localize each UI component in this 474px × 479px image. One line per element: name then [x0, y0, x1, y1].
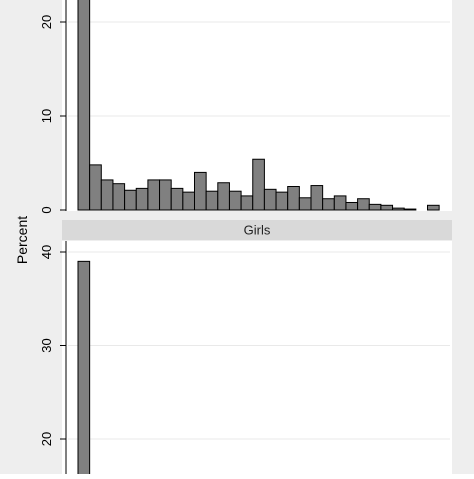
- upper-bar: [263, 188, 277, 211]
- upper-bar: [112, 183, 126, 211]
- upper-bar: [427, 204, 440, 211]
- upper-bars: [77, 0, 440, 211]
- lower-tick-label: 30: [39, 338, 54, 352]
- y-axis-title: Percent: [14, 216, 30, 264]
- upper-bar: [275, 191, 289, 211]
- upper-bar: [252, 158, 265, 211]
- upper-bar: [205, 190, 219, 211]
- upper-bar: [322, 198, 335, 211]
- girls-strip-label: Girls: [244, 223, 271, 238]
- upper-panel: 0 10 20: [39, 0, 452, 214]
- upper-bar: [194, 171, 207, 211]
- upper-tick-label: 0: [39, 206, 54, 213]
- upper-bar: [77, 0, 91, 211]
- upper-bar: [89, 164, 102, 211]
- upper-tick-label: 10: [39, 109, 54, 123]
- upper-bar: [333, 195, 347, 211]
- lower-bar: [77, 260, 91, 477]
- lower-tick-label: 20: [39, 432, 54, 446]
- upper-bar: [159, 179, 172, 211]
- upper-bar: [135, 187, 149, 211]
- upper-bar: [124, 189, 137, 211]
- upper-bar: [403, 208, 417, 211]
- upper-bar: [100, 179, 114, 211]
- upper-tick-label: 20: [39, 15, 54, 29]
- upper-bar: [182, 191, 196, 211]
- lower-panel: 20 30 40: [39, 241, 452, 477]
- upper-bar: [310, 185, 324, 211]
- lower-tick-label: 40: [39, 245, 54, 259]
- upper-gridlines: [68, 21, 450, 117]
- upper-bar: [345, 201, 359, 211]
- upper-bar: [392, 207, 405, 211]
- upper-bar: [240, 195, 254, 211]
- upper-bar: [368, 203, 382, 211]
- lower-y-ticks: 20 30 40: [39, 245, 66, 446]
- upper-bar: [217, 182, 230, 211]
- upper-bar: [298, 197, 312, 211]
- girls-strip: [62, 220, 452, 240]
- right-margin-background: [452, 0, 474, 474]
- upper-bar: [357, 198, 370, 211]
- left-margin-background: [0, 0, 62, 474]
- upper-bar: [228, 190, 242, 211]
- upper-bar: [147, 179, 161, 211]
- upper-bar: [380, 204, 394, 211]
- lower-bars: [77, 260, 91, 477]
- upper-bar: [170, 187, 184, 211]
- upper-bar: [287, 186, 300, 211]
- lower-gridlines: [68, 251, 450, 440]
- upper-y-ticks: 0 10 20: [39, 15, 66, 214]
- lower-plot-area: [62, 241, 452, 474]
